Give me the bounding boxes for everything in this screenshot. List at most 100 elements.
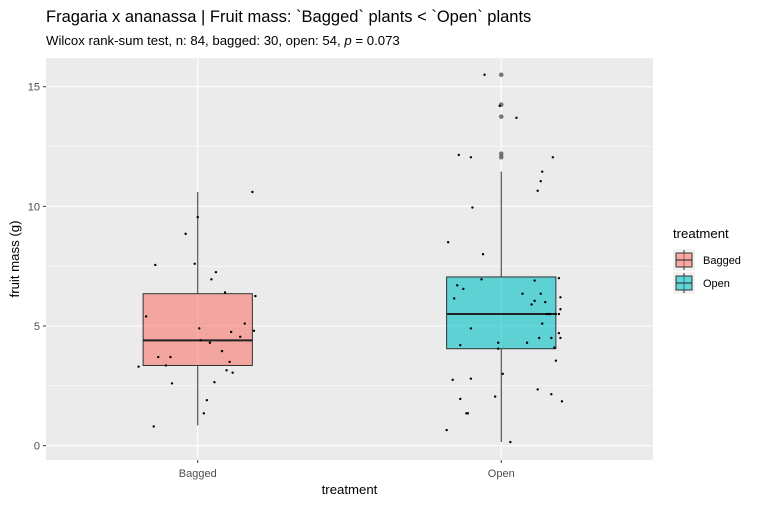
- outlier-point: [498, 155, 504, 160]
- data-point: [152, 425, 155, 428]
- data-point: [254, 294, 257, 298]
- data-point: [459, 397, 462, 401]
- data-point: [559, 336, 562, 340]
- data-point: [501, 372, 504, 376]
- data-point: [541, 170, 544, 173]
- data-point: [471, 206, 474, 209]
- y-tick-label: 10: [28, 201, 40, 213]
- data-point: [554, 359, 558, 362]
- chart-subtitle: Wilcox rank-sum test, n: 84, bagged: 30,…: [46, 33, 400, 48]
- data-point: [536, 388, 539, 391]
- x-tick-label: Bagged: [179, 468, 217, 480]
- data-point: [533, 279, 536, 282]
- data-point: [469, 327, 473, 330]
- data-point: [208, 341, 212, 344]
- data-point: [525, 341, 529, 344]
- x-tick-label: Open: [488, 468, 515, 480]
- data-point: [497, 347, 500, 350]
- data-point: [223, 291, 227, 294]
- data-point: [559, 296, 562, 299]
- legend-key-bagged: [673, 249, 695, 271]
- subtitle-p-symbol: p: [344, 33, 352, 48]
- y-tick-label: 5: [34, 321, 40, 333]
- data-point: [193, 262, 196, 265]
- data-point: [213, 381, 216, 384]
- y-tick-label: 15: [28, 82, 40, 94]
- data-point: [551, 156, 555, 159]
- data-point: [536, 189, 539, 193]
- data-point: [548, 312, 552, 316]
- data-point: [210, 278, 213, 281]
- data-point: [154, 263, 157, 267]
- data-point: [498, 104, 501, 108]
- data-point: [544, 300, 547, 304]
- data-point: [554, 312, 558, 316]
- data-point: [214, 270, 218, 274]
- data-point: [559, 308, 562, 311]
- legend-label-bagged: Bagged: [703, 255, 741, 267]
- data-point: [220, 349, 224, 353]
- data-point: [469, 156, 473, 159]
- chart-title: Fragaria x ananassa | Fruit mass: `Bagge…: [46, 8, 532, 26]
- data-point: [453, 297, 456, 300]
- data-point: [229, 330, 233, 334]
- data-point: [537, 336, 541, 340]
- y-axis: 0 5 10 15: [28, 82, 46, 453]
- data-point: [228, 360, 231, 364]
- data-point: [456, 284, 459, 287]
- data-point: [521, 292, 524, 295]
- data-point: [497, 341, 500, 344]
- data-point: [469, 377, 473, 380]
- iqr-box: [446, 276, 557, 350]
- data-point: [157, 355, 160, 359]
- plot-panel: [46, 58, 653, 460]
- data-point: [205, 398, 209, 402]
- data-point: [515, 116, 518, 120]
- data-point: [539, 180, 542, 183]
- subtitle-text: Wilcox rank-sum test, n: 84, bagged: 30,…: [46, 33, 345, 48]
- data-point: [170, 382, 174, 385]
- subtitle-p-value: = 0.073: [351, 33, 400, 48]
- data-point: [445, 428, 448, 432]
- x-axis-title: treatment: [322, 482, 378, 497]
- outlier-point: [498, 114, 504, 119]
- data-point: [459, 343, 462, 347]
- data-point: [196, 215, 199, 219]
- iqr-box: [142, 293, 253, 366]
- data-point: [509, 440, 512, 444]
- data-point: [466, 412, 470, 415]
- x-axis: Bagged Open: [179, 460, 515, 480]
- data-point: [225, 369, 228, 372]
- y-axis-title: fruit mass (g): [7, 221, 22, 298]
- data-point: [144, 315, 148, 318]
- outlier-point: [498, 151, 504, 157]
- data-point: [252, 329, 256, 332]
- y-tick-label: 0: [34, 441, 40, 453]
- data-point: [550, 392, 553, 396]
- data-point: [169, 355, 172, 359]
- data-point: [481, 253, 485, 256]
- data-point: [462, 287, 465, 291]
- data-point: [539, 292, 542, 295]
- data-point: [446, 241, 450, 244]
- data-point: [457, 153, 460, 157]
- data-point: [550, 336, 553, 340]
- data-point: [541, 322, 544, 325]
- data-point: [199, 339, 202, 342]
- legend-key-open: [673, 272, 695, 294]
- legend-label-open: Open: [703, 278, 730, 290]
- box-bagged: [142, 192, 253, 426]
- data-point: [451, 378, 454, 382]
- legend-title: treatment: [673, 226, 729, 241]
- boxes: [142, 72, 557, 443]
- data-point: [493, 395, 497, 398]
- data-point: [202, 412, 206, 415]
- data-point: [239, 335, 242, 338]
- box-open: [446, 72, 557, 443]
- data-point: [557, 312, 561, 316]
- data-point: [553, 346, 556, 349]
- outlier-point: [498, 72, 504, 78]
- data-point: [184, 232, 187, 236]
- data-points: [137, 73, 564, 444]
